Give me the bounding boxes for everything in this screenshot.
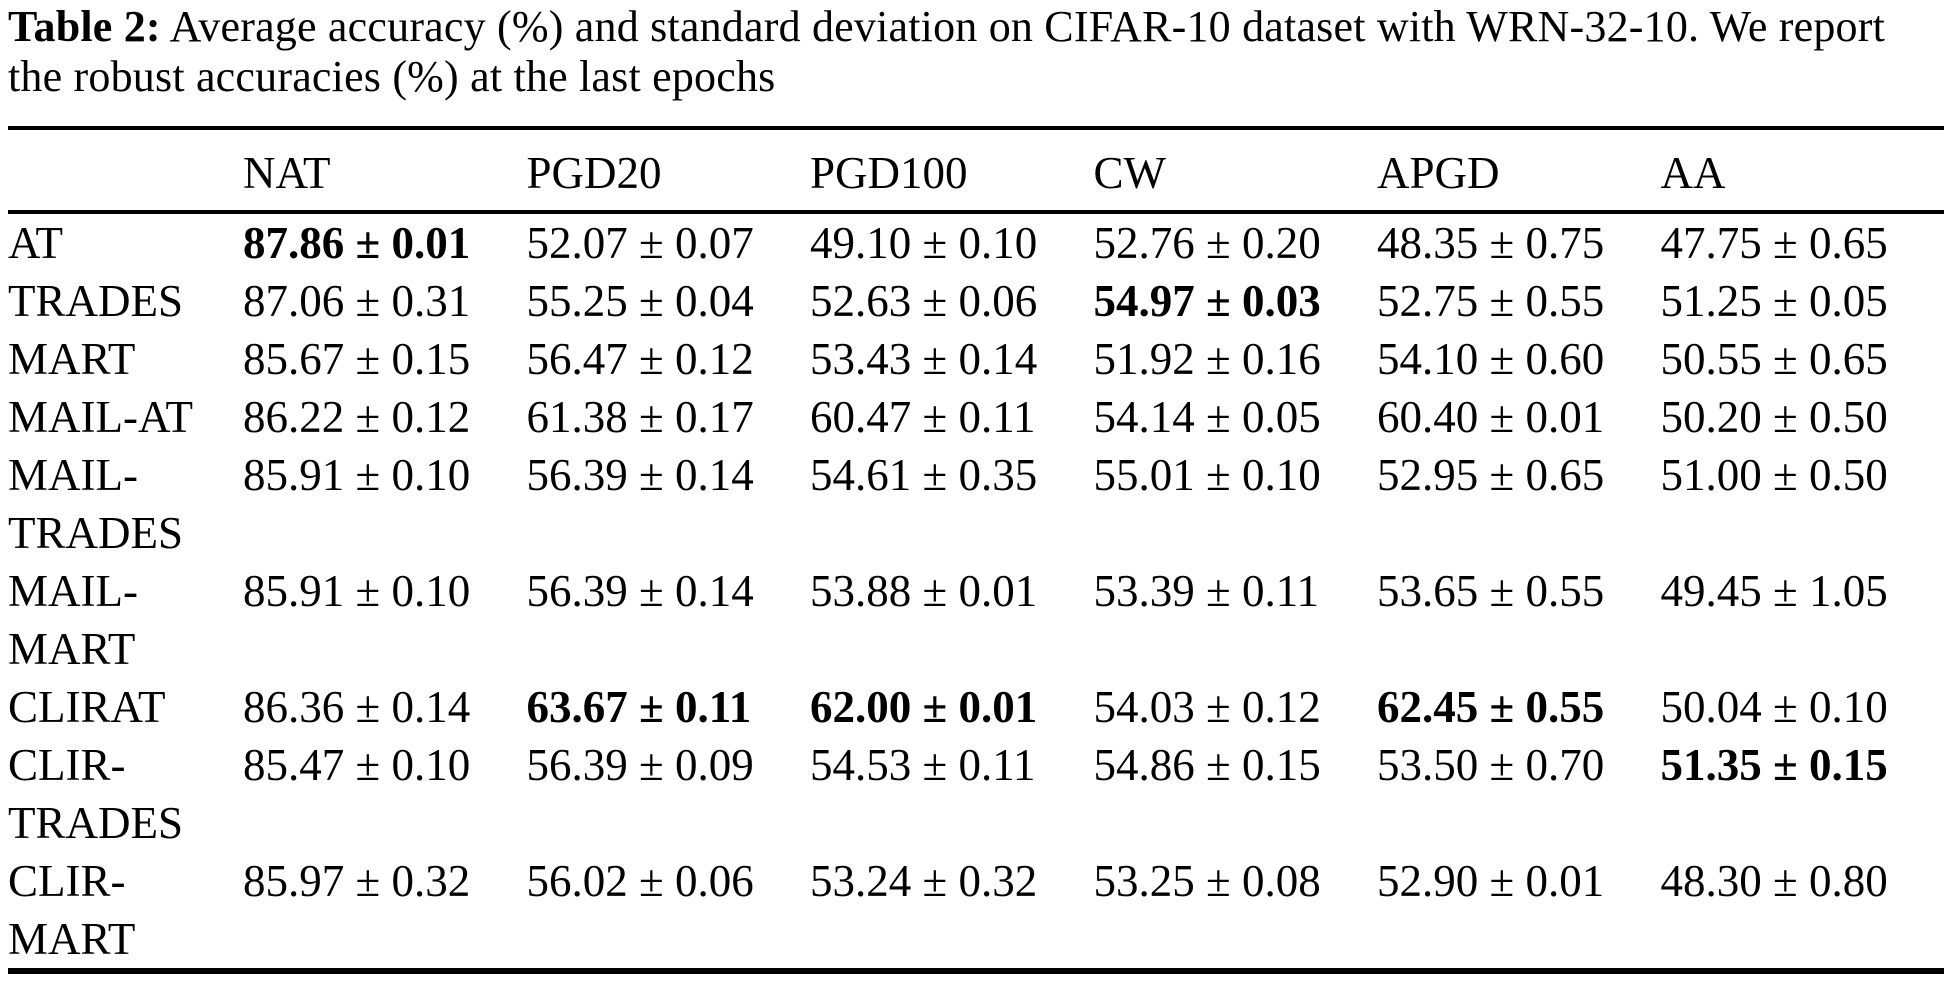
value-cell: 62.00 ± 0.01 — [810, 682, 1038, 732]
value-cell: 56.39 ± 0.14 — [526, 450, 754, 500]
value-cell: 51.00 ± 0.50 — [1660, 450, 1888, 500]
value-cell: 53.24 ± 0.32 — [810, 856, 1038, 906]
header-cell-cw: CW — [1093, 148, 1167, 198]
table-row: CLIR-MART 85.97 ± 0.32 56.02 ± 0.06 53.24 ±… — [8, 852, 1944, 971]
value-cell: 49.45 ± 1.05 — [1660, 566, 1888, 616]
table-caption-text: Average accuracy (%) and standard deviat… — [8, 2, 1886, 101]
value-cell: 53.50 ± 0.70 — [1377, 740, 1605, 790]
method-label: MAIL-MART — [8, 566, 138, 674]
value-cell: 60.40 ± 0.01 — [1377, 392, 1605, 442]
value-cell: 62.45 ± 0.55 — [1377, 682, 1605, 732]
value-cell: 52.75 ± 0.55 — [1377, 276, 1605, 326]
value-cell: 51.35 ± 0.15 — [1660, 740, 1888, 790]
value-cell: 56.47 ± 0.12 — [526, 334, 754, 384]
value-cell: 53.65 ± 0.55 — [1377, 566, 1605, 616]
value-cell: 54.61 ± 0.35 — [810, 450, 1038, 500]
header-cell-nat: NAT — [243, 148, 331, 198]
value-cell: 85.97 ± 0.32 — [243, 856, 471, 906]
value-cell: 50.55 ± 0.65 — [1660, 334, 1888, 384]
header-cell-apgd: APGD — [1377, 148, 1500, 198]
value-cell: 56.39 ± 0.09 — [526, 740, 754, 790]
header-cell-aa: AA — [1660, 148, 1726, 198]
value-cell: 52.90 ± 0.01 — [1377, 856, 1605, 906]
value-cell: 52.63 ± 0.06 — [810, 276, 1038, 326]
value-cell: 55.01 ± 0.10 — [1093, 450, 1321, 500]
value-cell: 54.03 ± 0.12 — [1093, 682, 1321, 732]
table-body: AT 87.86 ± 0.01 52.07 ± 0.07 49.10 ± 0.10 52… — [8, 212, 1944, 971]
table-caption: Table 2: Average accuracy (%) and standa… — [8, 2, 1944, 102]
table-row: TRADES 87.06 ± 0.31 55.25 ± 0.04 52.63 ± 0.… — [8, 272, 1944, 330]
value-cell: 85.91 ± 0.10 — [243, 566, 471, 616]
value-cell: 53.39 ± 0.11 — [1093, 566, 1320, 616]
method-label: TRADES — [8, 276, 184, 326]
value-cell: 50.20 ± 0.50 — [1660, 392, 1888, 442]
value-cell: 54.53 ± 0.11 — [810, 740, 1036, 790]
table-row: AT 87.86 ± 0.01 52.07 ± 0.07 49.10 ± 0.10 52… — [8, 212, 1944, 272]
value-cell: 56.02 ± 0.06 — [526, 856, 754, 906]
table-row: MART 85.67 ± 0.15 56.47 ± 0.12 53.43 ± 0.14… — [8, 330, 1944, 388]
value-cell: 54.14 ± 0.05 — [1093, 392, 1321, 442]
value-cell: 51.25 ± 0.05 — [1660, 276, 1888, 326]
value-cell: 87.86 ± 0.01 — [243, 218, 471, 268]
value-cell: 52.76 ± 0.20 — [1093, 218, 1321, 268]
value-cell: 48.35 ± 0.75 — [1377, 218, 1605, 268]
table-row: CLIR-TRADES 85.47 ± 0.10 56.39 ± 0.09 54.53… — [8, 736, 1944, 852]
method-label: MART — [8, 334, 136, 384]
value-cell: 86.22 ± 0.12 — [243, 392, 471, 442]
header-cell-pgd100: PGD100 — [810, 148, 968, 198]
value-cell: 47.75 ± 0.65 — [1660, 218, 1888, 268]
value-cell: 85.67 ± 0.15 — [243, 334, 471, 384]
value-cell: 53.88 ± 0.01 — [810, 566, 1038, 616]
value-cell: 54.97 ± 0.03 — [1093, 276, 1321, 326]
value-cell: 53.43 ± 0.14 — [810, 334, 1038, 384]
value-cell: 85.47 ± 0.10 — [243, 740, 471, 790]
table-head: NAT PGD20 PGD100 CW APGD AA — [8, 128, 1944, 212]
value-cell: 54.10 ± 0.60 — [1377, 334, 1605, 384]
value-cell: 54.86 ± 0.15 — [1093, 740, 1321, 790]
value-cell: 52.95 ± 0.65 — [1377, 450, 1605, 500]
header-row: NAT PGD20 PGD100 CW APGD AA — [8, 128, 1944, 212]
value-cell: 85.91 ± 0.10 — [243, 450, 471, 500]
table-row: CLIRAT 86.36 ± 0.14 63.67 ± 0.11 62.00 ± 0.… — [8, 678, 1944, 736]
value-cell: 51.92 ± 0.16 — [1093, 334, 1321, 384]
method-label: MAIL-AT — [8, 392, 193, 442]
method-label: CLIRAT — [8, 682, 166, 732]
value-cell: 63.67 ± 0.11 — [526, 682, 752, 732]
method-label: CLIR-TRADES — [8, 740, 184, 848]
value-cell: 86.36 ± 0.14 — [243, 682, 471, 732]
value-cell: 87.06 ± 0.31 — [243, 276, 471, 326]
value-cell: 48.30 ± 0.80 — [1660, 856, 1888, 906]
value-cell: 53.25 ± 0.08 — [1093, 856, 1321, 906]
value-cell: 61.38 ± 0.17 — [526, 392, 754, 442]
header-cell-pgd20: PGD20 — [526, 148, 662, 198]
table-row: MAIL-AT 86.22 ± 0.12 61.38 ± 0.17 60.47 ± 0… — [8, 388, 1944, 446]
results-table: NAT PGD20 PGD100 CW APGD AA AT 87.86 ± 0.01 52.… — [8, 126, 1944, 974]
value-cell: 56.39 ± 0.14 — [526, 566, 754, 616]
value-cell: 49.10 ± 0.10 — [810, 218, 1038, 268]
table-row: MAIL-TRADES 85.91 ± 0.10 56.39 ± 0.14 54.61… — [8, 446, 1944, 562]
method-label: CLIR-MART — [8, 856, 136, 964]
table-row: MAIL-MART 85.91 ± 0.10 56.39 ± 0.14 53.88 ±… — [8, 562, 1944, 678]
method-label: MAIL-TRADES — [8, 450, 184, 558]
header-cell-method — [8, 128, 243, 212]
value-cell: 50.04 ± 0.10 — [1660, 682, 1888, 732]
table-caption-label: Table 2: — [8, 2, 161, 51]
value-cell: 52.07 ± 0.07 — [526, 218, 754, 268]
value-cell: 55.25 ± 0.04 — [526, 276, 754, 326]
method-label: AT — [8, 218, 63, 268]
value-cell: 60.47 ± 0.11 — [810, 392, 1036, 442]
